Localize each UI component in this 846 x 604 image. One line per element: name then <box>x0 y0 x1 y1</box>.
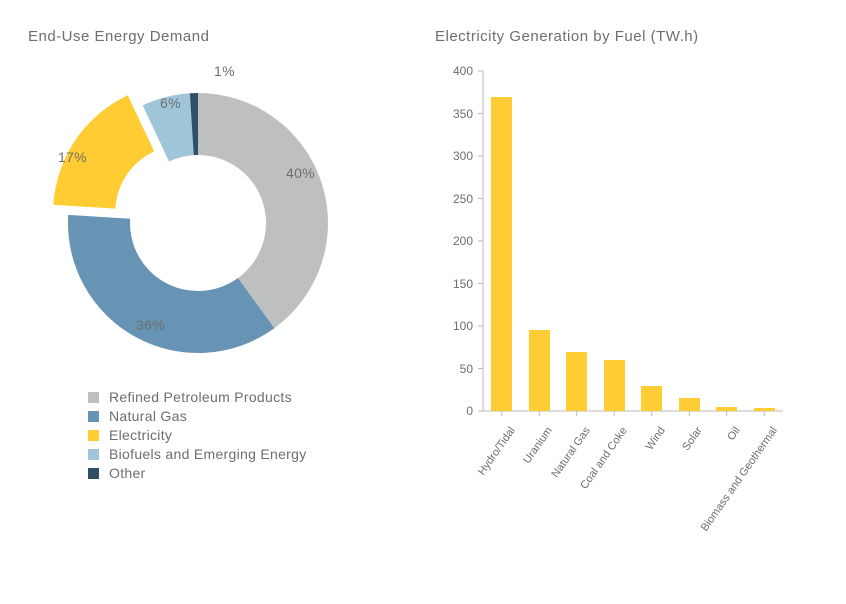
y-tick-label: 350 <box>453 107 473 121</box>
bar <box>566 352 587 412</box>
donut-slice-label: 36% <box>136 317 165 333</box>
bar-chart: 0 50 100 150 200 250 300 350 400 Hydro/TidalUrani… <box>435 63 795 533</box>
legend-item: Refined Petroleum Products <box>88 389 411 405</box>
legend-item: Natural Gas <box>88 408 411 424</box>
bar <box>679 398 700 411</box>
legend-label: Refined Petroleum Products <box>109 389 292 405</box>
legend-swatch <box>88 392 99 403</box>
legend-item: Other <box>88 465 411 481</box>
legend-swatch <box>88 430 99 441</box>
legend-swatch <box>88 411 99 422</box>
x-tick-label: Solar <box>681 425 706 453</box>
y-tick-label: 200 <box>453 234 473 248</box>
x-tick-label: Uranium <box>521 425 555 466</box>
bar <box>604 360 625 411</box>
legend-item: Biofuels and Emerging Energy <box>88 446 411 462</box>
y-tick-label: 0 <box>466 404 473 418</box>
donut-slice-label: 40% <box>286 165 315 181</box>
bar-title: Electricity Generation by Fuel (TW.h) <box>435 28 818 45</box>
x-tick-label: Biomass and Geothermal <box>699 425 780 534</box>
donut-svg <box>28 63 358 373</box>
bar <box>754 408 775 411</box>
donut-legend: Refined Petroleum Products Natural Gas Ele… <box>88 389 411 481</box>
donut-title: End-Use Energy Demand <box>28 28 411 45</box>
root: End-Use Energy Demand 40% 36% 17% 6% 1% Refi… <box>0 0 846 604</box>
y-tick-label: 150 <box>453 277 473 291</box>
legend-label: Electricity <box>109 427 172 443</box>
bar-panel: Electricity Generation by Fuel (TW.h) 0 5… <box>427 0 846 604</box>
bar <box>529 330 550 411</box>
donut-slice-label: 17% <box>58 149 87 165</box>
x-tick-label: Hydro/Tidal <box>476 425 518 478</box>
x-tick-label: Wind <box>643 425 667 452</box>
donut-slice-label: 6% <box>160 95 181 111</box>
bar <box>641 386 662 412</box>
donut-panel: End-Use Energy Demand 40% 36% 17% 6% 1% Refi… <box>0 0 427 604</box>
bar <box>491 97 512 412</box>
y-tick-label: 100 <box>453 319 473 333</box>
y-tick-label: 300 <box>453 149 473 163</box>
donut-slice-label: 1% <box>214 63 235 79</box>
legend-label: Natural Gas <box>109 408 187 424</box>
legend-item: Electricity <box>88 427 411 443</box>
legend-label: Other <box>109 465 146 481</box>
legend-label: Biofuels and Emerging Energy <box>109 446 307 462</box>
x-tick-label: Oil <box>725 425 743 443</box>
y-tick-label: 400 <box>453 64 473 78</box>
bar <box>716 407 737 411</box>
y-tick-label: 250 <box>453 192 473 206</box>
donut-chart: 40% 36% 17% 6% 1% <box>28 63 358 373</box>
legend-swatch <box>88 449 99 460</box>
legend-swatch <box>88 468 99 479</box>
y-tick-label: 50 <box>460 362 473 376</box>
